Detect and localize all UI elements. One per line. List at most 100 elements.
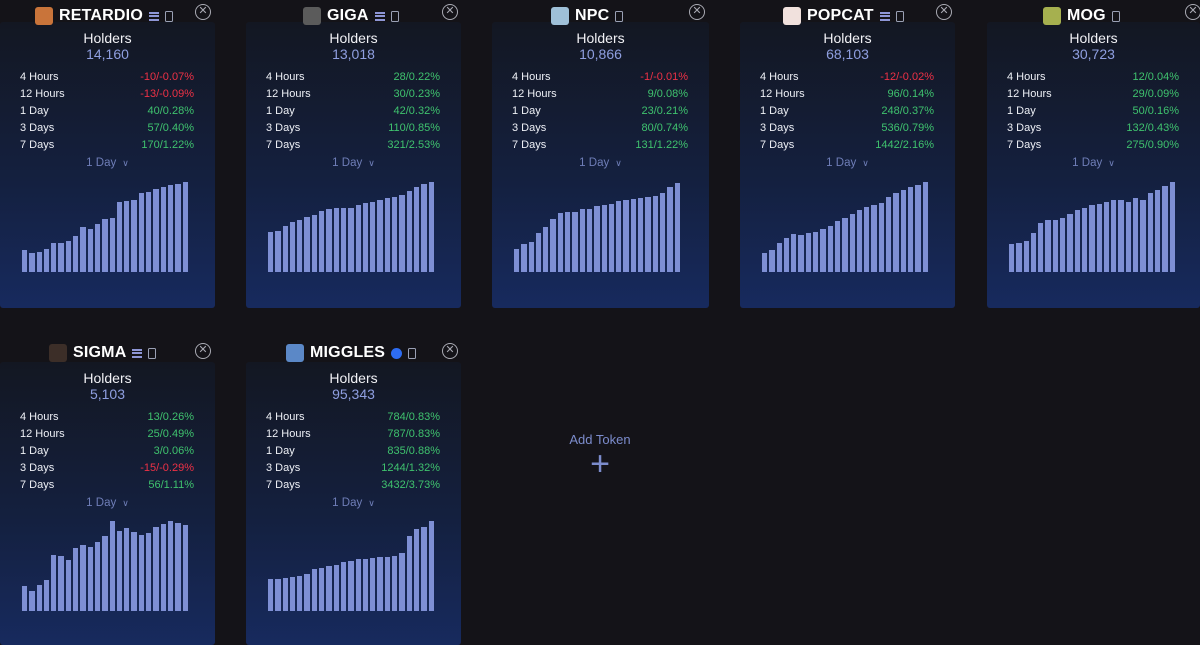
stat-row: 4 Hours -10/-0.07%: [20, 69, 194, 86]
token-symbol[interactable]: RETARDIO: [59, 7, 143, 24]
chart-bar: [399, 195, 405, 272]
stat-row: 3 Days -15/-0.29%: [20, 460, 194, 477]
list-icon[interactable]: [148, 11, 159, 21]
holders-bar-chart: [762, 180, 928, 272]
add-token-button[interactable]: Add Token +: [560, 432, 640, 481]
token-symbol[interactable]: NPC: [575, 7, 610, 24]
chart-bar: [856, 210, 863, 272]
copy-icon[interactable]: [408, 347, 417, 359]
list-icon[interactable]: [132, 348, 143, 358]
close-icon[interactable]: ✕: [195, 4, 211, 20]
list-icon[interactable]: [374, 11, 385, 21]
period-select[interactable]: 1 Day ∨: [0, 157, 215, 169]
chart-bar: [565, 212, 571, 272]
chart-bar: [608, 204, 615, 272]
chart-bar: [124, 201, 130, 272]
period-select[interactable]: 1 Day ∨: [246, 157, 461, 169]
stat-row: 12 Hours 25/0.49%: [20, 426, 194, 443]
period-label: 1 Day: [86, 157, 117, 169]
chart-bar: [1118, 200, 1124, 272]
chart-bar: [268, 579, 274, 611]
chart-bar: [1133, 198, 1139, 272]
stat-value: 57/0.40%: [147, 122, 194, 134]
token-card-popcat: Holders 68,103 4 Hours -12/-0.02% 12 Hours 96…: [740, 22, 955, 308]
token-symbol[interactable]: SIGMA: [73, 344, 127, 361]
chart-bar: [109, 218, 115, 272]
chart-bar: [304, 217, 310, 272]
chart-bar: [22, 250, 28, 272]
list-icon[interactable]: [879, 11, 890, 21]
chart-bar: [153, 527, 159, 611]
period-select[interactable]: 1 Day ∨: [0, 497, 215, 509]
chart-bar: [601, 205, 607, 272]
period-select[interactable]: 1 Day ∨: [492, 157, 709, 169]
copy-icon[interactable]: [1111, 10, 1120, 22]
holder-change-stats: 4 Hours -12/-0.02% 12 Hours 96/0.14% 1 Day 24…: [760, 69, 934, 154]
holders-bar-chart: [514, 180, 680, 272]
chart-bar: [43, 249, 50, 272]
chart-bar: [1023, 241, 1029, 272]
period-select[interactable]: 1 Day ∨: [246, 497, 461, 509]
chart-bar: [319, 211, 325, 272]
chart-bar: [116, 531, 123, 611]
stat-row: 3 Days 132/0.43%: [1007, 120, 1179, 137]
close-icon[interactable]: ✕: [442, 343, 458, 359]
holders-label: Holders: [576, 30, 625, 46]
chart-bar: [827, 226, 833, 272]
chart-bar: [413, 187, 420, 272]
copy-icon[interactable]: [164, 10, 173, 22]
close-icon[interactable]: ✕: [936, 4, 952, 20]
chart-bar: [922, 182, 928, 272]
stat-label: 7 Days: [512, 139, 547, 151]
holders-count: 68,103: [826, 46, 869, 62]
chart-bar: [333, 565, 339, 611]
chart-bar: [22, 586, 28, 611]
chart-bar: [406, 536, 412, 611]
chart-bar: [849, 214, 855, 272]
token-card-mog: Holders 30,723 4 Hours 12/0.04% 12 Hours 29/0…: [987, 22, 1200, 308]
chart-bar: [791, 234, 797, 272]
close-icon[interactable]: ✕: [1185, 4, 1200, 20]
chart-bar: [399, 553, 405, 611]
verified-dot-icon: [391, 347, 403, 359]
stat-label: 4 Hours: [266, 411, 305, 423]
stat-value: 1442/2.16%: [875, 139, 934, 151]
stat-row: 1 Day 3/0.06%: [20, 443, 194, 460]
chart-bar: [131, 200, 137, 272]
chart-bar: [535, 233, 542, 272]
copy-icon[interactable]: [148, 347, 157, 359]
stat-value: 29/0.09%: [1132, 88, 1179, 100]
copy-icon[interactable]: [895, 10, 904, 22]
chart-bar: [842, 218, 848, 272]
close-icon[interactable]: ✕: [689, 4, 705, 20]
holders-label: Holders: [823, 30, 872, 46]
token-header: NPC: [551, 3, 624, 29]
chart-bar: [421, 527, 427, 611]
token-symbol[interactable]: MIGGLES: [310, 344, 386, 361]
chart-bar: [1052, 220, 1059, 272]
stat-label: 4 Hours: [512, 71, 551, 83]
copy-icon[interactable]: [615, 10, 624, 22]
stat-value: 80/0.74%: [641, 122, 688, 134]
chart-bar: [886, 197, 892, 272]
stat-value: 110/0.85%: [388, 122, 440, 134]
token-symbol[interactable]: GIGA: [327, 7, 369, 24]
chart-bar: [109, 521, 115, 611]
token-symbol[interactable]: MOG: [1067, 7, 1106, 24]
chart-bar: [370, 558, 376, 611]
period-select[interactable]: 1 Day ∨: [987, 157, 1200, 169]
copy-icon[interactable]: [390, 10, 399, 22]
period-select[interactable]: 1 Day ∨: [740, 157, 955, 169]
chart-bar: [102, 536, 108, 611]
chart-bar: [392, 556, 398, 611]
chevron-down-icon: ∨: [862, 158, 869, 168]
stat-label: 1 Day: [266, 445, 295, 457]
chart-bar: [798, 235, 804, 272]
holders-count: 14,160: [86, 46, 129, 62]
token-symbol[interactable]: POPCAT: [807, 7, 874, 24]
close-icon[interactable]: ✕: [195, 343, 211, 359]
chart-bar: [392, 197, 398, 272]
chart-bar: [182, 182, 188, 272]
close-icon[interactable]: ✕: [442, 4, 458, 20]
stat-label: 3 Days: [266, 462, 301, 474]
